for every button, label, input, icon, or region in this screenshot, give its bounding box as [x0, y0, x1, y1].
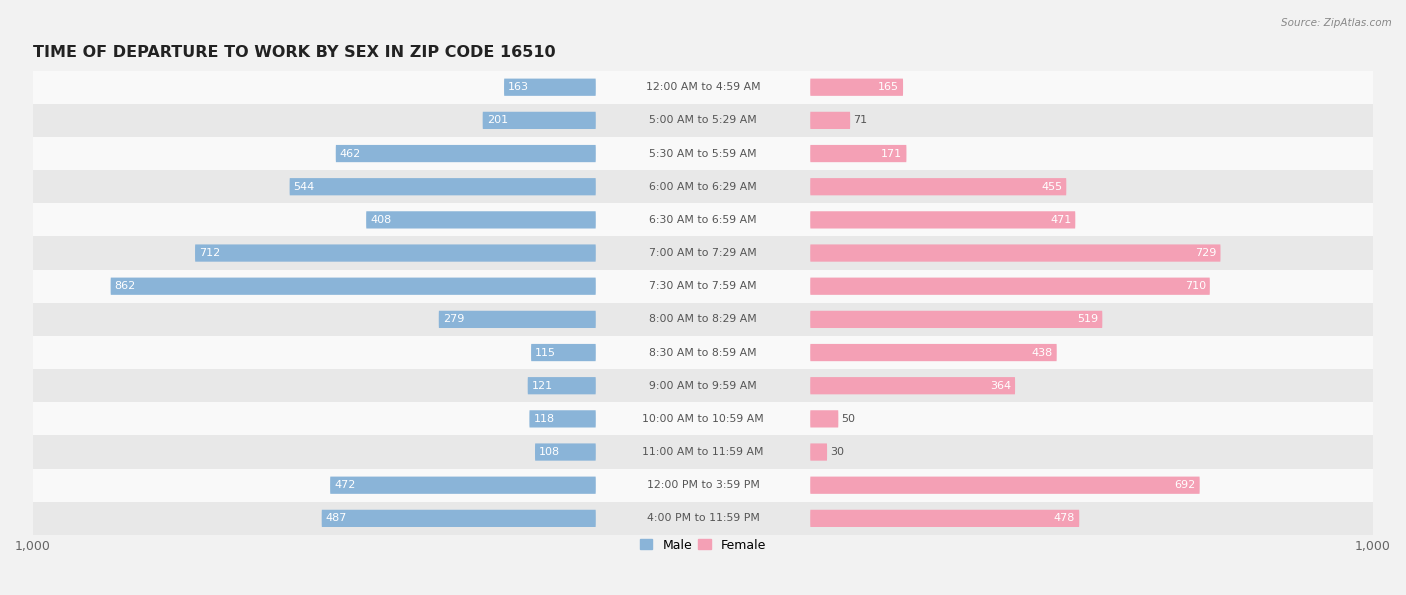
Text: 729: 729 [1195, 248, 1216, 258]
Bar [32, 137, 1374, 170]
FancyBboxPatch shape [810, 245, 1220, 262]
Bar [32, 502, 1374, 535]
Text: 10:00 AM to 10:59 AM: 10:00 AM to 10:59 AM [643, 414, 763, 424]
Text: 7:30 AM to 7:59 AM: 7:30 AM to 7:59 AM [650, 281, 756, 291]
Bar [32, 203, 1374, 236]
FancyBboxPatch shape [322, 510, 596, 527]
FancyBboxPatch shape [366, 211, 596, 228]
FancyBboxPatch shape [810, 311, 1102, 328]
FancyBboxPatch shape [810, 278, 1209, 295]
Bar [32, 402, 1374, 436]
FancyBboxPatch shape [439, 311, 596, 328]
Text: 11:00 AM to 11:59 AM: 11:00 AM to 11:59 AM [643, 447, 763, 457]
Text: TIME OF DEPARTURE TO WORK BY SEX IN ZIP CODE 16510: TIME OF DEPARTURE TO WORK BY SEX IN ZIP … [32, 45, 555, 60]
Text: Source: ZipAtlas.com: Source: ZipAtlas.com [1281, 18, 1392, 28]
Text: 710: 710 [1185, 281, 1206, 291]
Text: 165: 165 [879, 82, 898, 92]
FancyBboxPatch shape [531, 344, 596, 361]
Bar [32, 436, 1374, 469]
Text: 8:30 AM to 8:59 AM: 8:30 AM to 8:59 AM [650, 347, 756, 358]
Bar [32, 303, 1374, 336]
Text: 8:00 AM to 8:29 AM: 8:00 AM to 8:29 AM [650, 314, 756, 324]
FancyBboxPatch shape [527, 377, 596, 394]
FancyBboxPatch shape [810, 145, 907, 162]
FancyBboxPatch shape [810, 510, 1080, 527]
FancyBboxPatch shape [482, 112, 596, 129]
Text: 692: 692 [1174, 480, 1195, 490]
Text: 519: 519 [1077, 314, 1098, 324]
Text: 487: 487 [326, 513, 347, 524]
Text: 6:30 AM to 6:59 AM: 6:30 AM to 6:59 AM [650, 215, 756, 225]
Text: 408: 408 [370, 215, 391, 225]
Text: 472: 472 [335, 480, 356, 490]
Bar [32, 104, 1374, 137]
Bar [32, 71, 1374, 104]
Text: 478: 478 [1054, 513, 1076, 524]
FancyBboxPatch shape [810, 344, 1057, 361]
FancyBboxPatch shape [330, 477, 596, 494]
Text: 5:30 AM to 5:59 AM: 5:30 AM to 5:59 AM [650, 149, 756, 158]
Text: 71: 71 [853, 115, 868, 126]
Text: 201: 201 [486, 115, 508, 126]
FancyBboxPatch shape [195, 245, 596, 262]
Text: 163: 163 [508, 82, 529, 92]
Text: 5:00 AM to 5:29 AM: 5:00 AM to 5:29 AM [650, 115, 756, 126]
Legend: Male, Female: Male, Female [636, 534, 770, 556]
FancyBboxPatch shape [810, 477, 1199, 494]
Bar [32, 270, 1374, 303]
FancyBboxPatch shape [810, 411, 838, 427]
Text: 12:00 AM to 4:59 AM: 12:00 AM to 4:59 AM [645, 82, 761, 92]
FancyBboxPatch shape [336, 145, 596, 162]
Text: 279: 279 [443, 314, 464, 324]
FancyBboxPatch shape [503, 79, 596, 96]
Text: 438: 438 [1032, 347, 1053, 358]
Text: 4:00 PM to 11:59 PM: 4:00 PM to 11:59 PM [647, 513, 759, 524]
Text: 50: 50 [841, 414, 855, 424]
Text: 108: 108 [538, 447, 560, 457]
Text: 462: 462 [340, 149, 361, 158]
Bar [32, 236, 1374, 270]
Text: 712: 712 [200, 248, 221, 258]
Text: 364: 364 [990, 381, 1011, 391]
FancyBboxPatch shape [536, 443, 596, 461]
Text: 544: 544 [294, 181, 315, 192]
Text: 121: 121 [531, 381, 553, 391]
Text: 9:00 AM to 9:59 AM: 9:00 AM to 9:59 AM [650, 381, 756, 391]
Text: 862: 862 [115, 281, 136, 291]
FancyBboxPatch shape [810, 211, 1076, 228]
Bar [32, 469, 1374, 502]
FancyBboxPatch shape [810, 112, 851, 129]
Bar [32, 369, 1374, 402]
FancyBboxPatch shape [810, 79, 903, 96]
Text: 12:00 PM to 3:59 PM: 12:00 PM to 3:59 PM [647, 480, 759, 490]
Text: 118: 118 [533, 414, 554, 424]
FancyBboxPatch shape [810, 443, 827, 461]
FancyBboxPatch shape [810, 377, 1015, 394]
FancyBboxPatch shape [111, 278, 596, 295]
Text: 30: 30 [830, 447, 844, 457]
Text: 7:00 AM to 7:29 AM: 7:00 AM to 7:29 AM [650, 248, 756, 258]
FancyBboxPatch shape [810, 178, 1066, 195]
FancyBboxPatch shape [290, 178, 596, 195]
Text: 471: 471 [1050, 215, 1071, 225]
Text: 455: 455 [1042, 181, 1063, 192]
Bar [32, 336, 1374, 369]
Text: 6:00 AM to 6:29 AM: 6:00 AM to 6:29 AM [650, 181, 756, 192]
FancyBboxPatch shape [530, 411, 596, 427]
Text: 171: 171 [882, 149, 903, 158]
Bar [32, 170, 1374, 203]
Text: 115: 115 [536, 347, 557, 358]
